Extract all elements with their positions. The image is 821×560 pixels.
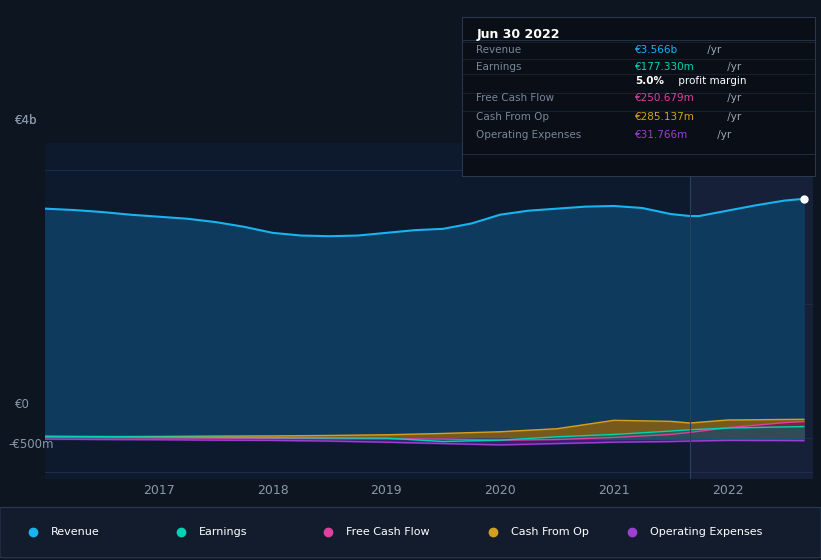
Text: Cash From Op: Cash From Op (476, 111, 549, 122)
Text: Free Cash Flow: Free Cash Flow (476, 93, 554, 103)
Text: /yr: /yr (724, 93, 741, 103)
Text: €177.330m: €177.330m (635, 62, 695, 72)
Text: Earnings: Earnings (476, 62, 522, 72)
Text: /yr: /yr (724, 111, 741, 122)
Text: Revenue: Revenue (476, 44, 521, 54)
Text: 5.0%: 5.0% (635, 76, 664, 86)
Text: Free Cash Flow: Free Cash Flow (346, 527, 430, 537)
Text: Cash From Op: Cash From Op (511, 527, 589, 537)
Text: -€500m: -€500m (8, 437, 53, 451)
Text: €250.679m: €250.679m (635, 93, 695, 103)
Text: Jun 30 2022: Jun 30 2022 (476, 28, 560, 41)
Bar (690, 143, 813, 479)
Text: Operating Expenses: Operating Expenses (476, 130, 581, 140)
Text: Operating Expenses: Operating Expenses (650, 527, 763, 537)
Text: /yr: /yr (724, 62, 741, 72)
Text: profit margin: profit margin (675, 76, 746, 86)
Text: €4b: €4b (15, 114, 37, 127)
Text: Revenue: Revenue (51, 527, 99, 537)
Text: €31.766m: €31.766m (635, 130, 689, 140)
Text: Earnings: Earnings (199, 527, 247, 537)
Text: €3.566b: €3.566b (635, 44, 678, 54)
FancyBboxPatch shape (0, 507, 821, 558)
Text: €285.137m: €285.137m (635, 111, 695, 122)
Text: /yr: /yr (704, 44, 722, 54)
Text: €0: €0 (15, 398, 30, 411)
Text: /yr: /yr (714, 130, 732, 140)
Text: €4b: €4b (15, 114, 37, 127)
